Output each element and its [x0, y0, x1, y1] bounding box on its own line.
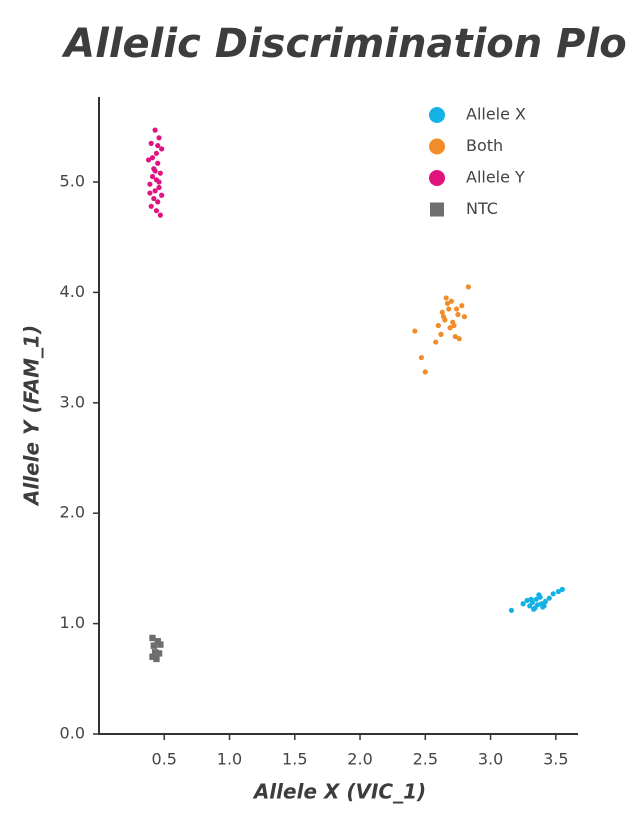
y-tick-label: 1.0 — [60, 613, 85, 632]
point — [531, 606, 537, 612]
x-axis-label: Allele X (VIC_1) — [252, 780, 426, 804]
point — [448, 298, 454, 304]
point — [156, 179, 162, 185]
x-tick-label: 3.0 — [478, 750, 503, 769]
legend-label: NTC — [466, 199, 498, 218]
point — [149, 155, 156, 161]
point — [455, 311, 461, 318]
point — [520, 601, 526, 607]
y-axis-label: Allele Y (FAM_1) — [20, 325, 44, 507]
point — [151, 195, 157, 202]
y-tick-label: 3.0 — [60, 392, 85, 411]
point — [542, 598, 548, 605]
point — [465, 284, 471, 290]
point — [155, 142, 161, 149]
x-tick-label: 2.0 — [347, 750, 372, 769]
y-tick-label: 2.0 — [60, 503, 85, 522]
point — [147, 181, 153, 187]
point — [155, 160, 161, 166]
point — [435, 322, 441, 329]
point — [452, 333, 458, 340]
point — [534, 602, 541, 608]
point — [533, 596, 539, 602]
point — [456, 336, 462, 342]
point — [438, 331, 444, 337]
point — [541, 603, 547, 609]
x-tick-label: 3.5 — [543, 750, 568, 769]
point — [153, 208, 160, 214]
point — [149, 634, 156, 642]
point — [156, 184, 162, 191]
point — [148, 140, 154, 146]
x-tick-label: 1.0 — [217, 750, 242, 769]
point — [433, 339, 439, 345]
point — [152, 127, 158, 133]
point — [555, 588, 562, 595]
x-tick-label: 1.5 — [282, 750, 307, 769]
point — [447, 325, 453, 331]
legend-label: Allele Y — [466, 168, 525, 187]
legend-label: Allele X — [466, 105, 526, 124]
point — [157, 212, 163, 218]
point — [536, 592, 542, 598]
y-tick-label: 5.0 — [60, 172, 85, 191]
point — [546, 595, 552, 601]
point — [446, 306, 452, 312]
point — [155, 199, 161, 205]
point — [443, 295, 449, 301]
point — [149, 653, 156, 660]
point — [156, 135, 162, 141]
legend-marker — [429, 170, 445, 186]
point — [559, 586, 565, 592]
point — [147, 190, 153, 196]
point — [152, 188, 158, 194]
point — [440, 314, 447, 320]
point — [153, 150, 160, 156]
legend-marker — [430, 202, 444, 217]
point — [145, 157, 152, 163]
legend-marker — [429, 107, 445, 123]
legend-marker — [429, 138, 445, 155]
point — [550, 591, 556, 597]
point — [149, 173, 156, 180]
point — [152, 168, 158, 174]
point — [154, 638, 161, 645]
point — [157, 170, 163, 176]
x-tick-label: 0.5 — [152, 750, 177, 769]
point — [459, 303, 465, 309]
point — [412, 328, 418, 334]
legend-label: Both — [466, 136, 503, 155]
point — [159, 146, 165, 152]
point — [524, 597, 530, 604]
point — [454, 306, 460, 312]
chart-title: Allelic Discrimination Plot — [61, 21, 626, 67]
point — [155, 650, 163, 657]
point — [153, 655, 160, 663]
y-tick-label: 0.0 — [60, 724, 85, 743]
y-tick-label: 4.0 — [60, 282, 85, 301]
point — [148, 203, 154, 209]
point — [528, 596, 534, 602]
point — [450, 319, 456, 325]
x-tick-label: 2.5 — [413, 750, 438, 769]
point — [461, 314, 468, 320]
point — [159, 192, 165, 198]
point — [151, 649, 159, 656]
point — [439, 309, 445, 315]
point — [444, 300, 451, 307]
point — [508, 607, 515, 613]
point — [418, 354, 424, 361]
point — [422, 369, 428, 375]
point — [157, 641, 164, 648]
point — [150, 642, 158, 649]
